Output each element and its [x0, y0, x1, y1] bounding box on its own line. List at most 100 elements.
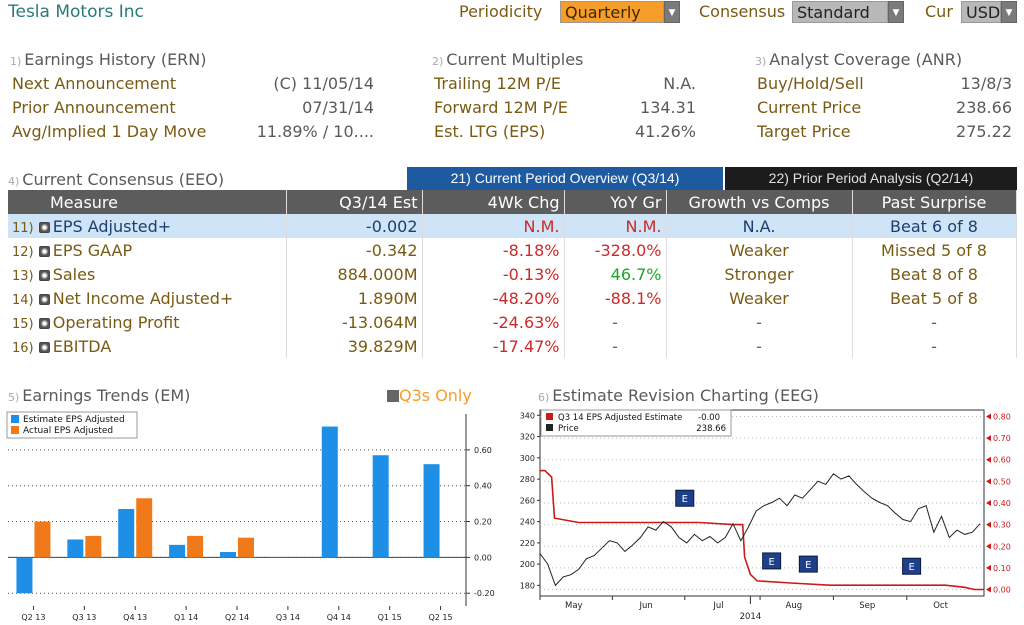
bar-x-tick-label: Q3 14 — [276, 613, 300, 622]
bar-x-ticks: Q2 13 Q3 13 Q4 13 Q1 14 Q2 14 Q3 14 Q4 14 Q1 15… — [21, 606, 453, 622]
row-bullet-icon — [38, 317, 50, 329]
checkbox-icon[interactable] — [387, 390, 399, 402]
right-tick-arrow-icon — [986, 435, 991, 442]
earnings-bar-chart-svg: -0.20 0.00 0.20 0.40 0.60 Q2 13 Q3 13 Q4 13 Q1 … — [6, 411, 495, 622]
bar-y-tick-label: 0.60 — [474, 446, 492, 455]
current-price-label: Current Price — [757, 98, 862, 117]
periodicity-dropdown-icon[interactable]: ▼ — [664, 1, 680, 23]
col-growth-vs-comps[interactable]: Growth vs Comps — [666, 190, 853, 214]
left-tick-label: 180 — [520, 581, 535, 590]
earnings-trends-title[interactable]: 5) Earnings Trends (EM) — [8, 386, 191, 405]
table-row[interactable]: 15) Operating Profit -13.064M -24.63% - … — [8, 310, 1017, 334]
forward-pe-label: Forward 12M P/E — [434, 98, 568, 117]
current-consensus-title[interactable]: 4) Current Consensus (EEO) — [8, 170, 225, 189]
earnings-history-title[interactable]: 1) Earnings History (ERN) — [10, 50, 207, 69]
consensus-table: Measure Q3/14 Est 4Wk Chg YoY Gr Growth … — [8, 190, 1017, 358]
month-tick-label: Oct — [933, 601, 948, 611]
bar-y-tick-label: 0.00 — [474, 553, 492, 562]
left-tick-label: 260 — [520, 496, 535, 505]
actual-bar — [238, 537, 254, 558]
line-left-ticks: 180 200 220 240 260 280 300 320 340 — [520, 411, 540, 590]
right-tick-label: 0.60 — [993, 456, 1011, 465]
tab-current-period[interactable]: 21) Current Period Overview (Q3/14) — [407, 167, 723, 190]
earnings-trends-chart: -0.20 0.00 0.20 0.40 0.60 Q2 13 Q3 13 Q4 13 Q1 … — [4, 406, 504, 625]
q3-only-toggle[interactable]: Q3s Only — [387, 386, 472, 405]
actual-bar — [187, 535, 204, 558]
bar-x-tick-label: Q4 14 — [327, 613, 351, 622]
estimate-line — [540, 469, 984, 591]
col-estimate[interactable]: Q3/14 Est — [286, 190, 423, 214]
surprise-value: - — [852, 334, 1017, 358]
tab-prior-period[interactable]: 22) Prior Period Analysis (Q2/14) — [725, 167, 1017, 190]
chg-value: -48.20% — [422, 286, 565, 310]
consensus-dropdown-icon[interactable]: ▼ — [888, 1, 904, 23]
implied-move-label: Avg/Implied 1 Day Move — [12, 122, 207, 141]
month-tick-label: May — [565, 601, 583, 611]
estimate-line-legend-swatch — [546, 413, 553, 420]
month-tick-label: Sep — [859, 601, 875, 611]
bar-x-tick-label: Q2 13 — [21, 613, 45, 622]
estimate-bar — [67, 539, 84, 558]
measure-name: EPS GAAP — [52, 240, 133, 260]
actual-bar — [85, 535, 102, 558]
implied-move-value: 11.89% / 10.... — [256, 122, 374, 141]
periodicity-select[interactable]: Quarterly — [560, 1, 664, 23]
comps-value: Stronger — [666, 262, 853, 286]
estimate-bar — [169, 544, 186, 558]
currency-dropdown-icon[interactable]: ▼ — [1001, 1, 1017, 23]
table-row[interactable]: 16) EBITDA 39.829M -17.47% - - - — [8, 334, 1017, 358]
buy-hold-sell-label: Buy/Hold/Sell — [757, 74, 864, 93]
event-markers: E E E E — [675, 489, 922, 575]
earnings-marker-label: E — [682, 494, 688, 505]
year-label: 2014 — [740, 612, 762, 622]
month-tick-label: Jun — [639, 601, 653, 611]
line-gridlines — [539, 409, 985, 597]
row-bullet-icon — [38, 341, 50, 353]
bar-x-tick-label: Q1 15 — [378, 613, 402, 622]
surprise-value: Beat 8 of 8 — [852, 262, 1017, 286]
col-past-surprise[interactable]: Past Surprise — [852, 190, 1017, 214]
trailing-pe-label: Trailing 12M P/E — [434, 74, 561, 93]
estimate-line-legend-value: -0.00 — [698, 413, 720, 423]
estimate-line-chart-svg: 180 200 220 240 260 280 300 320 340 0.00 0.10 0.20… — [520, 409, 1011, 622]
yoy-value: -88.1% — [564, 286, 667, 310]
month-tick-label: Aug — [786, 601, 803, 611]
line-legend-box — [540, 409, 732, 437]
table-row[interactable]: 11) EPS Adjusted+ -0.002 N.M. N.M. N.A. … — [8, 214, 1017, 238]
right-tick-label: 0.50 — [993, 477, 1011, 486]
table-header-row: Measure Q3/14 Est 4Wk Chg YoY Gr Growth … — [8, 190, 1017, 214]
chg-value: -0.13% — [422, 262, 565, 286]
row-bullet-icon — [38, 269, 50, 281]
chg-value: N.M. — [422, 214, 565, 238]
target-price-value: 275.22 — [956, 122, 1012, 141]
estimate-value: -13.064M — [286, 310, 423, 334]
right-tick-label: 0.20 — [993, 542, 1011, 551]
bar-x-tick-label: Q3 13 — [72, 613, 96, 622]
est-ltg-label: Est. LTG (EPS) — [434, 122, 546, 141]
analyst-coverage-title[interactable]: 3) Analyst Coverage (ANR) — [755, 50, 963, 69]
col-measure[interactable]: Measure — [8, 190, 287, 214]
currency-select[interactable]: USD — [961, 1, 1001, 23]
top-bar: Tesla Motors Inc Periodicity Quarterly ▼… — [0, 0, 1024, 26]
left-tick-label: 300 — [520, 454, 535, 463]
right-tick-label: 0.00 — [993, 586, 1011, 595]
line-series — [539, 469, 984, 591]
right-tick-label: 0.10 — [993, 564, 1011, 573]
trailing-pe-value: N.A. — [663, 74, 696, 93]
left-tick-label: 240 — [520, 518, 535, 527]
col-yoy-growth[interactable]: YoY Gr — [564, 190, 667, 214]
bar-legend-box — [6, 411, 138, 439]
comps-value: - — [666, 310, 853, 334]
col-4wk-chg[interactable]: 4Wk Chg — [422, 190, 565, 214]
price-legend-label: Price — [558, 424, 579, 434]
estimate-revision-title[interactable]: 6) Estimate Revision Charting (EEG) — [538, 386, 819, 405]
prior-announcement-label: Prior Announcement — [12, 98, 176, 117]
table-row[interactable]: 14) Net Income Adjusted+ 1.890M -48.20% … — [8, 286, 1017, 310]
line-right-ticks: 0.00 0.10 0.20 0.30 0.40 0.50 0.60 0.70 0.80 — [986, 412, 1011, 595]
actual-legend-swatch — [11, 426, 19, 434]
estimate-bar — [270, 557, 287, 558]
line-x-ticks: May Jun Jul Aug Sep Oct 2014 — [539, 596, 949, 622]
table-row[interactable]: 13) Sales 884.000M -0.13% 46.7% Stronger… — [8, 262, 1017, 286]
consensus-select[interactable]: Standard — [792, 1, 888, 23]
table-row[interactable]: 12) EPS GAAP -0.342 -8.18% -328.0% Weake… — [8, 238, 1017, 262]
